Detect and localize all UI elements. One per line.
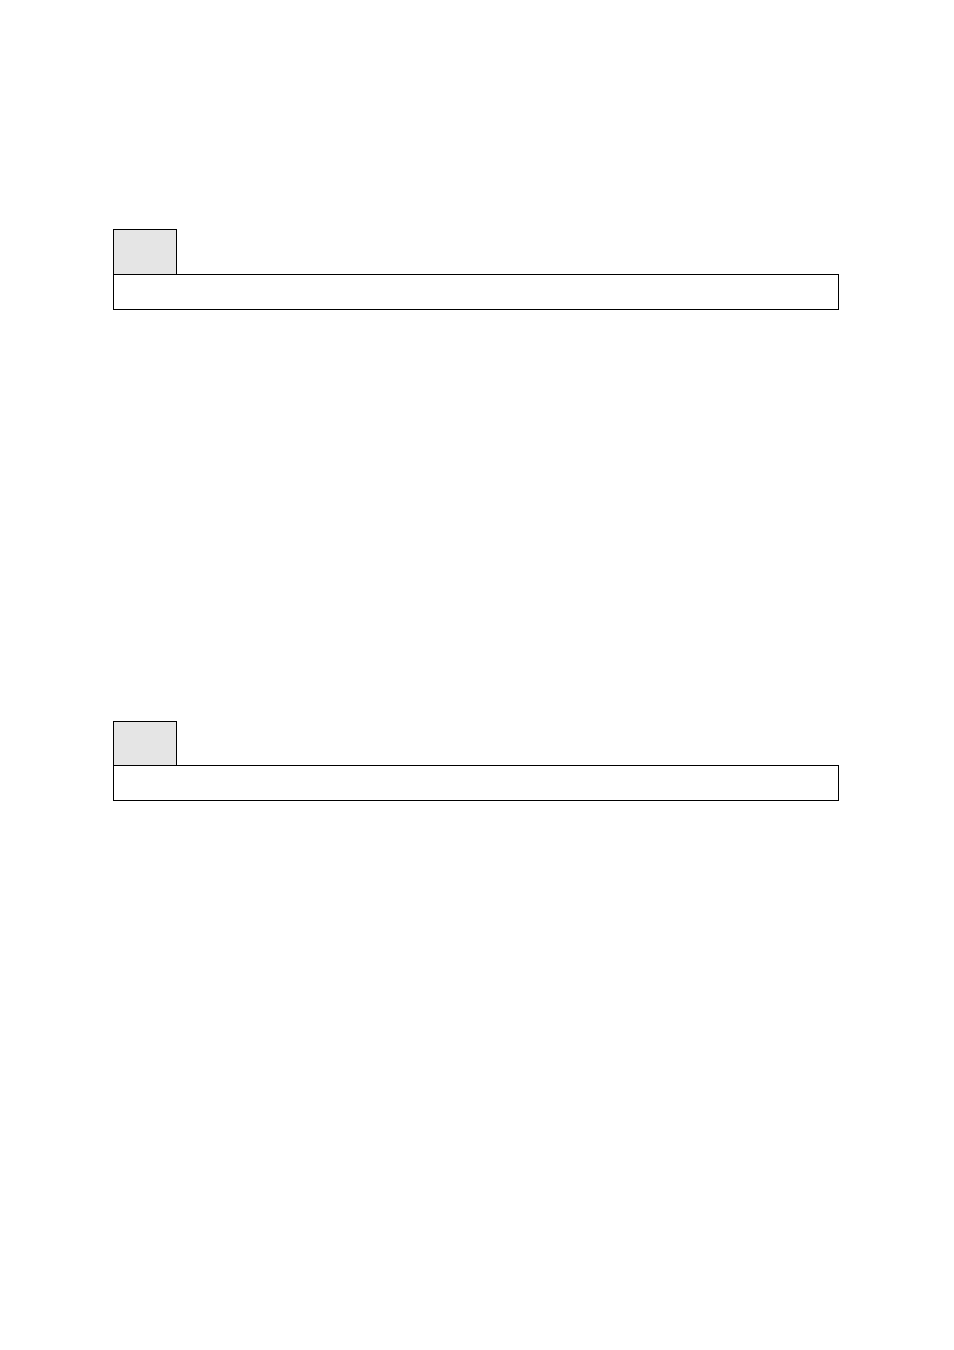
- box-1: [113, 274, 839, 310]
- tab-2: [113, 721, 177, 766]
- box-2: [113, 765, 839, 801]
- tab-1: [113, 229, 177, 275]
